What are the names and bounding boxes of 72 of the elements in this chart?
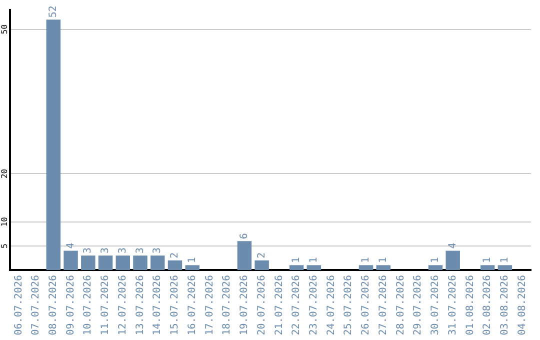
bar — [185, 265, 200, 270]
x-tick-label: 18.07.2026 — [222, 275, 233, 336]
data-label: 1 — [500, 257, 511, 264]
x-tick-label: 10.07.2026 — [82, 275, 94, 336]
x-tick-label: 31.07.2026 — [447, 275, 458, 336]
x-tick-label: 06.07.2026 — [13, 275, 24, 336]
x-tick-label: 26.07.2026 — [360, 275, 372, 336]
data-label: 3 — [152, 248, 164, 254]
data-label: 3 — [117, 248, 128, 254]
x-tick-label: 25.07.2026 — [343, 275, 354, 336]
data-label: 3 — [82, 248, 94, 254]
x-tick-label: 17.07.2026 — [204, 275, 216, 336]
bar — [289, 265, 304, 270]
bar — [133, 256, 148, 270]
x-tick-label: 09.07.2026 — [65, 275, 76, 336]
x-tick-label: 04.08.2026 — [516, 275, 528, 336]
x-tick-label: 08.07.2026 — [48, 275, 60, 336]
x-tick-label: 28.07.2026 — [395, 275, 406, 336]
x-tick-label: 03.08.2026 — [500, 275, 511, 336]
bar — [150, 256, 165, 270]
data-label: 1 — [360, 257, 372, 264]
x-tick-label: 23.07.2026 — [308, 275, 320, 336]
x-tick-label: 14.07.2026 — [152, 275, 164, 336]
x-tick-label: 27.07.2026 — [378, 275, 389, 336]
data-label: 2 — [256, 252, 268, 258]
data-label: 1 — [430, 257, 442, 264]
x-tick-label: 20.07.2026 — [256, 275, 268, 336]
x-tick-label: 11.07.2026 — [100, 275, 112, 336]
data-label: 52 — [48, 6, 60, 18]
bar — [168, 260, 182, 270]
bar — [428, 265, 443, 270]
x-tick-label: 21.07.2026 — [274, 275, 285, 336]
bar — [498, 265, 512, 270]
x-tick-label: 13.07.2026 — [134, 275, 146, 336]
bar — [98, 256, 113, 270]
x-tick-label: 30.07.2026 — [430, 275, 442, 336]
x-tick-label: 02.08.2026 — [482, 275, 494, 336]
y-tick-label: 5 — [0, 243, 10, 248]
bar — [46, 20, 61, 270]
bar — [306, 265, 322, 270]
bar — [358, 265, 374, 270]
y-tick-label: 50 — [0, 24, 10, 34]
data-label: 4 — [65, 242, 76, 249]
x-tick-label: 19.07.2026 — [239, 275, 250, 336]
x-tick-label: 16.07.2026 — [186, 275, 198, 336]
data-label: 1 — [308, 257, 320, 264]
data-label: 1 — [378, 257, 389, 264]
data-label: 2 — [170, 252, 181, 258]
bar — [116, 256, 130, 270]
x-tick-label: 24.07.2026 — [326, 275, 337, 336]
x-tick-label: 22.07.2026 — [291, 275, 302, 336]
x-tick-label: 12.07.2026 — [117, 275, 128, 336]
data-label: 1 — [291, 257, 302, 264]
bar — [64, 250, 78, 270]
y-tick-label: 20 — [0, 168, 10, 179]
y-tick-label: 10 — [0, 216, 10, 227]
bar — [237, 241, 252, 270]
data-label: 6 — [239, 233, 250, 240]
data-label: 1 — [482, 257, 494, 264]
bar — [446, 250, 460, 270]
x-tick-label: 07.07.2026 — [30, 275, 42, 336]
bar — [254, 260, 269, 270]
bar — [480, 265, 495, 270]
data-label: 3 — [100, 248, 112, 254]
x-tick-label: 01.08.2026 — [464, 275, 476, 336]
data-label: 4 — [447, 242, 458, 249]
x-tick-label: 15.07.2026 — [170, 275, 181, 336]
data-label: 3 — [134, 248, 146, 254]
data-label: 1 — [186, 257, 198, 264]
bar — [376, 265, 391, 270]
x-tick-label: 29.07.2026 — [412, 275, 424, 336]
bar — [81, 256, 96, 270]
